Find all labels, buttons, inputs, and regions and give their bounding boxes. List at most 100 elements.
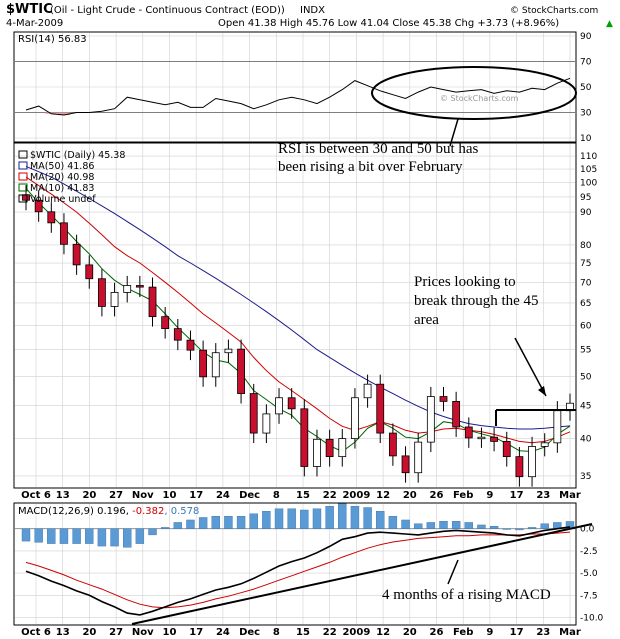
price-note-line-1: Prices looking to (414, 274, 516, 290)
macd-histogram-bar (376, 511, 385, 529)
x-tick-label-top: Nov (132, 490, 154, 501)
candle-body (123, 285, 132, 293)
candle-body (224, 348, 233, 354)
x-tick-label-bottom: 24 (216, 627, 230, 638)
price-bar-icon (18, 150, 28, 159)
candle-body (22, 194, 30, 201)
legend-entry: MA(50) 41.86 (30, 161, 94, 172)
macd-label-hist: , 0.578 (164, 506, 199, 517)
x-tick-label-top: 22 (323, 490, 337, 501)
ohlc-readout: Open 41.38 High 45.76 Low 41.04 Close 45… (218, 18, 559, 29)
macd-histogram-bar (451, 521, 461, 529)
x-tick-label-bottom: 8 (273, 627, 280, 638)
macd-histogram-bar (211, 516, 220, 529)
macd-line (25, 526, 571, 616)
candle-body (401, 455, 410, 474)
x-axis-ticks: Oct 6 Oct 6 13 13 20 20 27 27 Nov Nov 10 10 17 17 24 24… (21, 490, 581, 638)
macd-histogram-bar (388, 516, 398, 529)
macd-histogram-bar (350, 506, 360, 529)
price-note-arrowhead (538, 386, 546, 396)
candle-body (313, 438, 321, 467)
candle-body (490, 436, 498, 442)
up-arrow-icon: ▲ (606, 19, 613, 29)
candle-body (452, 400, 461, 428)
rsi-y-tick-label: 30 (580, 109, 592, 119)
x-tick-label-bottom: Feb (453, 627, 473, 638)
price-y-tick-label: 90 (580, 208, 592, 218)
candle-body (85, 264, 94, 280)
macd-histogram-bar (173, 522, 183, 529)
candle-body (477, 436, 486, 440)
price-y-tick-label: 70 (580, 278, 592, 288)
ma20-line (25, 176, 571, 444)
x-tick-label-bottom: Nov (132, 627, 154, 638)
x-tick-label-bottom: 20 (82, 627, 96, 638)
x-tick-label-top: 13 (56, 490, 70, 501)
macd-histogram-bar (97, 528, 107, 547)
price-y-tick-label: 75 (580, 259, 591, 269)
candle-body (388, 432, 397, 457)
macd-histogram-bar (34, 528, 43, 543)
rsi-oversold-fill (45, 112, 58, 114)
price-series (22, 165, 574, 487)
candle-body (376, 383, 385, 434)
price-y-tick-label: 40 (580, 435, 592, 445)
chart-exchange: INDX (300, 5, 325, 16)
x-tick-label-top: Feb (453, 490, 473, 501)
macd-histogram-bar (312, 508, 322, 529)
rsi-highlight-ellipse (371, 66, 577, 120)
x-tick-label-bottom: 2009 (342, 627, 370, 638)
candle-body (60, 222, 68, 245)
x-tick-label-top: 15 (296, 490, 310, 501)
macd-histogram-bar (274, 508, 284, 529)
macd-histogram-bar (72, 528, 81, 544)
macd-y-tick-label: -10.0 (580, 614, 604, 624)
x-tick-label-bottom: Oct 6 (21, 627, 51, 638)
watermark: © StockCharts.com (440, 94, 519, 103)
macd-histogram-bar (287, 508, 296, 529)
price-y-tick-label: 60 (580, 321, 592, 331)
rsi-line (25, 77, 571, 116)
macd-label-signal: -0.382 (132, 506, 164, 517)
candle-body (72, 243, 81, 266)
macd-y-tick-label: -2.5 (580, 547, 598, 557)
macd-histogram-bar (249, 513, 258, 529)
candle-body (186, 339, 195, 351)
candle-body (439, 396, 448, 402)
ma10-line (25, 187, 571, 453)
candle-body (528, 445, 536, 478)
x-tick-label-bottom: 12 (376, 627, 390, 638)
candle-body (199, 349, 208, 378)
macd-histogram-bar (413, 523, 423, 529)
candle-body (300, 408, 309, 467)
line-icon (18, 172, 28, 181)
macd-histogram-bar (123, 528, 132, 548)
candle-body (237, 348, 245, 394)
rsi-note-line-2: been rising a bit over February (278, 159, 463, 175)
chart-description: (Oil - Light Crude - Continuous Contract… (50, 5, 285, 16)
candle-body (173, 328, 182, 341)
candle-body (161, 316, 170, 330)
macd-histogram-bar (236, 516, 246, 529)
x-tick-label-bottom: 9 (486, 627, 493, 638)
price-y-tick-label: 35 (580, 472, 591, 482)
ma50-line (25, 165, 571, 430)
macd-y-tick-label: -5.0 (580, 569, 598, 579)
price-panel (13, 142, 577, 489)
candle-body (540, 442, 549, 447)
x-tick-label-top: 20 (403, 490, 417, 501)
macd-label: MACD(12,26,9) 0.196, -0.382, 0.578 (18, 506, 199, 517)
rsi-y-tick-label: 70 (580, 58, 592, 68)
candle-body (351, 397, 359, 440)
price-y-tick-label: 45 (580, 402, 591, 412)
price-y-tick-label: 65 (580, 299, 591, 309)
x-tick-label-bottom: 17 (510, 627, 524, 638)
x-tick-label-bottom: 26 (430, 627, 444, 638)
macd-histogram-bar (160, 527, 170, 529)
x-tick-label-top: 10 (163, 490, 177, 501)
rsi-y-tick-label: 50 (580, 83, 592, 93)
candle-body (502, 441, 511, 458)
volume-icon (18, 194, 28, 203)
chart-copyright: © StockCharts.com (510, 6, 598, 16)
